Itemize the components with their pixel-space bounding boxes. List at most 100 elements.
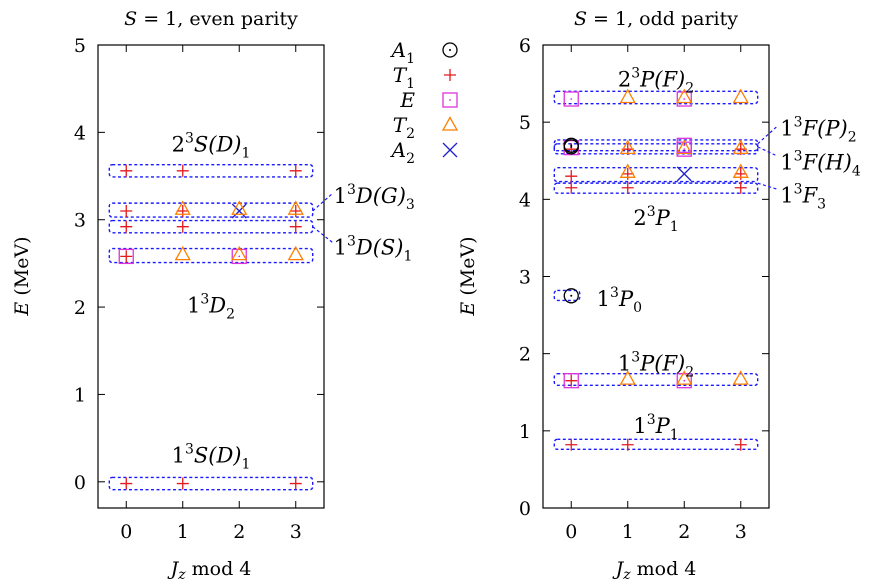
level-label-5: 13F(H)4 xyxy=(780,148,861,179)
x-ticks: 0 1 2 3 xyxy=(565,45,747,543)
x-axis-label: Jz mod 4 xyxy=(612,558,697,583)
label-multiplicity: 1 xyxy=(172,444,185,468)
level-group-box xyxy=(553,139,759,152)
leader-line xyxy=(312,193,333,212)
x-tick-label: 1 xyxy=(622,521,634,543)
label-spin-superscript: 3 xyxy=(794,114,803,130)
x-tick-label: 2 xyxy=(678,521,690,543)
point-e xyxy=(676,137,692,153)
point-e xyxy=(676,373,692,389)
point-t2 xyxy=(619,88,636,104)
label-multiplicity: 1 xyxy=(780,116,793,140)
level-label-0: 13P1 xyxy=(633,412,678,443)
point-t1 xyxy=(176,204,189,217)
label-wave: P xyxy=(655,414,671,438)
point-a2 xyxy=(231,203,247,219)
level-label-4: 23S(D)1 xyxy=(172,131,251,162)
y-tick-label: 2 xyxy=(519,344,531,366)
y-tick-label: 1 xyxy=(74,384,86,406)
label-j-subscript: 1 xyxy=(670,219,679,235)
label-multiplicity: 1 xyxy=(334,184,347,208)
label-spin-superscript: 3 xyxy=(185,442,194,458)
title-text: = 1, even parity xyxy=(137,8,298,30)
point-t1 xyxy=(621,181,634,194)
xlabel-text: mod 4 xyxy=(631,558,697,580)
level-group-box xyxy=(108,476,314,491)
legend-symbol: T xyxy=(393,63,408,87)
point-t1 xyxy=(176,220,189,233)
label-multiplicity: 1 xyxy=(780,150,793,174)
x-tick-label: 0 xyxy=(565,521,577,543)
legend-label-a2: A2 xyxy=(390,138,415,167)
level-groups xyxy=(553,90,759,451)
level-groups xyxy=(108,163,314,491)
level-group-box xyxy=(553,289,581,302)
label-wave: D(S) xyxy=(355,236,404,260)
point-t2 xyxy=(231,245,248,261)
leader-line xyxy=(757,146,778,157)
level-label-6: 13F(P)2 xyxy=(780,114,856,145)
level-label-2: 13P0 xyxy=(597,285,642,316)
x-tick-label: 1 xyxy=(177,521,189,543)
level-group-box xyxy=(553,182,759,194)
legend-subscript: 1 xyxy=(406,51,415,67)
x-tick-label: 3 xyxy=(290,521,302,543)
point-t1 xyxy=(565,374,578,387)
x-tick-label: 2 xyxy=(233,521,245,543)
title-text: = 1, odd parity xyxy=(587,8,738,30)
label-wave: S(D) xyxy=(194,444,242,468)
label-wave: P xyxy=(618,287,634,311)
label-spin-superscript: 3 xyxy=(200,291,209,307)
level-group-box xyxy=(108,219,314,234)
x-ticks: 0 1 2 3 xyxy=(120,45,302,543)
point-e xyxy=(676,91,692,107)
point-t2 xyxy=(732,139,749,155)
label-spin-superscript: 3 xyxy=(647,412,656,428)
level-group-box xyxy=(108,202,314,218)
xlabel-symbol: J xyxy=(167,558,180,580)
label-j-subscript: 0 xyxy=(633,300,642,316)
point-t1 xyxy=(120,250,133,263)
level-group-box xyxy=(108,247,314,264)
legend-marker-t1 xyxy=(444,69,456,81)
label-multiplicity: 2 xyxy=(618,68,631,92)
label-j-subscript: 1 xyxy=(241,146,250,162)
label-spin-superscript: 3 xyxy=(647,204,656,220)
legend-subscript: 2 xyxy=(406,151,415,167)
level-labels: 13P113P(F)213P023P113F313F(H)413F(P)223P… xyxy=(597,66,861,443)
point-t1 xyxy=(734,438,747,451)
point-t1 xyxy=(621,167,634,180)
point-e xyxy=(231,248,247,265)
label-wave: F xyxy=(802,183,819,207)
point-t1 xyxy=(565,181,578,194)
point-t1 xyxy=(289,204,302,217)
y-tick-label: 6 xyxy=(519,35,531,57)
level-label-3: 23P1 xyxy=(633,204,678,235)
point-a1 xyxy=(563,288,579,304)
ylabel-text: (MeV) xyxy=(11,236,33,301)
data-points xyxy=(563,88,749,451)
point-a2 xyxy=(676,166,692,182)
legend-label-t1: T1 xyxy=(393,63,415,92)
point-t1 xyxy=(734,167,747,180)
point-t2 xyxy=(287,200,304,215)
leader-line xyxy=(312,226,333,243)
label-multiplicity: 1 xyxy=(187,293,200,317)
point-t2 xyxy=(676,139,693,155)
title-symbol: S xyxy=(124,8,137,30)
level-label-4: 13F3 xyxy=(780,181,826,212)
legend-symbol: A xyxy=(390,38,406,62)
plot-frame xyxy=(97,44,325,509)
x-tick-label: 0 xyxy=(120,521,132,543)
label-j-subscript: 4 xyxy=(852,163,861,179)
data-points xyxy=(118,164,304,490)
label-j-subscript: 2 xyxy=(685,365,694,381)
plot-frame xyxy=(542,44,770,509)
y-tick-label: 0 xyxy=(519,498,531,520)
y-axis-label: E (MeV) xyxy=(457,236,479,316)
